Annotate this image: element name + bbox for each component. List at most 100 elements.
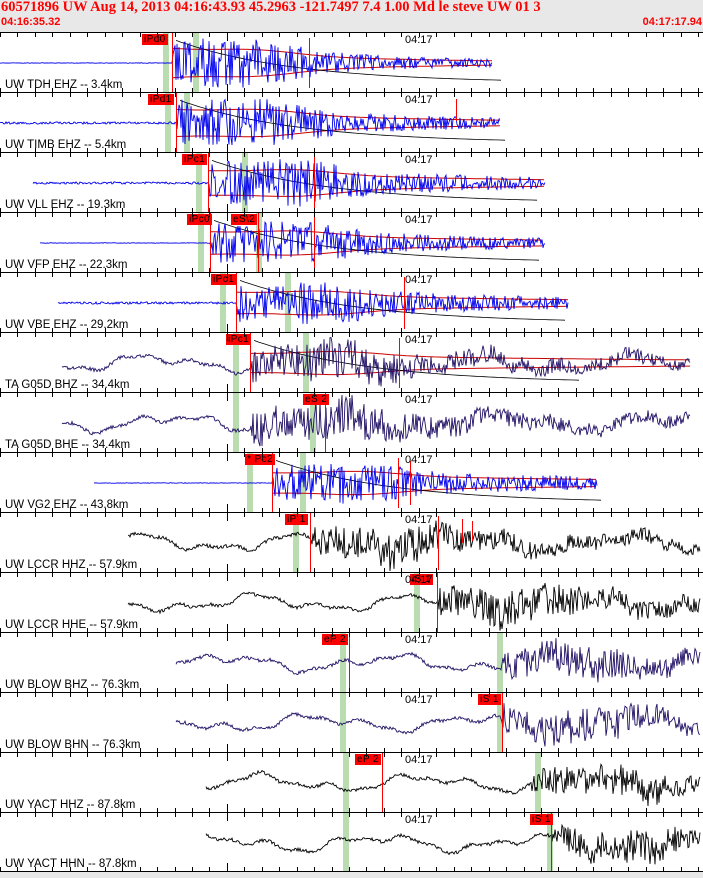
- pick-label[interactable]: iPd1: [148, 94, 174, 105]
- axis-time-label: 04:17: [405, 634, 433, 646]
- pick-marker-line[interactable]: [382, 753, 384, 812]
- pick-marker-line[interactable]: [349, 633, 351, 692]
- trace-panel[interactable]: * Pc2 04:17 UW VG2 EHZ -- 43.8km: [0, 452, 703, 512]
- amplitude-measure-marker[interactable]: [309, 38, 311, 88]
- trace-panel[interactable]: eS 2 04:17 TA G05D BHE -- 34.4km: [0, 392, 703, 452]
- axis-tick-minor: [262, 33, 263, 37]
- axis-tick-minor: [0, 453, 1, 457]
- waveform-plot: [61, 394, 691, 447]
- axis-tick-minor: [314, 93, 315, 97]
- pick-marker-line[interactable]: [437, 573, 439, 632]
- trace-panel[interactable]: iPd1 04:17 UW TIMB EHZ -- 5.4km: [0, 92, 703, 152]
- axis-tick-minor: [0, 393, 1, 397]
- axis-tick-minor: [541, 448, 542, 452]
- trace-panel[interactable]: iP 1 04:17 UW LCCR HHZ -- 57.9km: [0, 512, 703, 572]
- axis-tick-minor: [297, 273, 298, 277]
- axis-time-label: 04:17: [405, 214, 433, 226]
- pick-label[interactable]: iPc0: [187, 214, 213, 225]
- pick-marker-line[interactable]: [325, 393, 327, 452]
- time-axis-bot: [0, 624, 703, 632]
- axis-tick-minor: [140, 93, 141, 97]
- axis-tick-minor: [628, 93, 629, 97]
- pick-marker-line[interactable]: [236, 273, 238, 332]
- amplitude-measure-marker[interactable]: [456, 99, 458, 121]
- axis-tick-minor: [593, 388, 594, 392]
- axis-tick-major: [227, 813, 228, 821]
- axis-tick-major: [227, 333, 228, 341]
- axis-tick-minor: [87, 748, 88, 752]
- amplitude-measure-marker[interactable]: [410, 461, 412, 505]
- axis-tick-minor: [419, 628, 420, 632]
- pick-marker-line[interactable]: [250, 333, 252, 392]
- pick-label[interactable]: * Pc2: [245, 454, 275, 465]
- axis-tick-minor: [297, 208, 298, 212]
- pick-marker-line[interactable]: [210, 213, 212, 272]
- axis-tick-minor: [35, 213, 36, 217]
- trace-panel[interactable]: iS 1 04:17 UW YACT HHN -- 87.8km: [0, 812, 703, 872]
- amplitude-measure-marker[interactable]: [472, 521, 474, 541]
- pick-label[interactable]: iPc1: [182, 154, 208, 165]
- trace-panel[interactable]: eP 2 04:17 UW YACT HHZ -- 87.8km: [0, 752, 703, 812]
- axis-tick-minor: [209, 753, 210, 757]
- pick-marker-line[interactable]: [176, 93, 178, 152]
- amplitude-measure-marker[interactable]: [314, 217, 316, 269]
- axis-tick-minor: [297, 508, 298, 512]
- axis-tick-minor: [419, 508, 420, 512]
- axis-tick-minor: [384, 753, 385, 757]
- pick-label[interactable]: iS 1: [410, 574, 433, 585]
- axis-tick-minor: [105, 867, 106, 871]
- axis-tick-minor: [436, 573, 437, 577]
- trace-panel[interactable]: iS 1 04:17 UW LCCR HHE -- 57.9km: [0, 572, 703, 632]
- axis-tick-minor: [524, 393, 525, 397]
- pick-label[interactable]: iS 1: [530, 814, 553, 825]
- trace-panel[interactable]: iS 1 04:17 UW BLOW BHN -- 76.3km: [0, 692, 703, 752]
- axis-tick-minor: [471, 688, 472, 692]
- time-axis-top: [0, 333, 703, 341]
- pick-label[interactable]: eP 2: [322, 634, 348, 645]
- pick-label[interactable]: iP 1: [285, 514, 308, 525]
- trace-panel[interactable]: iPc0 eS\2 04:17 UW VFP EHZ -- 22.3km: [0, 212, 703, 272]
- trace-panel[interactable]: iPc1 04:17 UW VLL EHZ -- 19.3km: [0, 152, 703, 212]
- trace-panel[interactable]: eP 2 04:17 UW BLOW BHZ -- 76.3km: [0, 632, 703, 692]
- pick-marker-line[interactable]: [208, 153, 210, 212]
- trace-panel[interactable]: iPd0 04:17 UW TDH EHZ -- 3.4km: [0, 32, 703, 92]
- pick-label[interactable]: eP 2: [355, 754, 381, 765]
- axis-tick-minor: [471, 633, 472, 637]
- pick-marker-line[interactable]: [502, 693, 504, 752]
- amplitude-measure-marker[interactable]: [398, 458, 400, 508]
- axis-tick-minor: [279, 688, 280, 692]
- waveform-plot: [127, 583, 701, 631]
- pick-label[interactable]: iPd0: [142, 34, 168, 45]
- axis-tick-minor: [628, 328, 629, 332]
- pick-marker-line[interactable]: [310, 513, 312, 572]
- amplitude-measure-marker[interactable]: [314, 156, 316, 210]
- axis-tick-minor: [681, 268, 682, 272]
- pick-label[interactable]: iPc1: [226, 334, 252, 345]
- axis-tick-minor: [611, 393, 612, 397]
- pick-marker-line[interactable]: [272, 453, 274, 512]
- amplitude-measure-marker[interactable]: [399, 338, 401, 388]
- axis-tick-minor: [628, 633, 629, 637]
- axis-tick-minor: [70, 867, 71, 871]
- pick-label[interactable]: eS 2: [303, 394, 330, 405]
- amplitude-measure-marker[interactable]: [462, 519, 464, 543]
- pick-marker-line[interactable]: [258, 213, 260, 272]
- axis-tick-minor: [646, 153, 647, 157]
- trace-panel[interactable]: iPc1 04:17 TA G05D BHZ -- 34.4km: [0, 332, 703, 392]
- axis-tick-minor: [454, 393, 455, 397]
- axis-tick-minor: [209, 208, 210, 212]
- axis-tick-minor: [628, 448, 629, 452]
- axis-tick-minor: [297, 148, 298, 152]
- axis-tick-minor: [175, 748, 176, 752]
- trace-panel[interactable]: iPc1 04:17 UW VBE EHZ -- 29.2km: [0, 272, 703, 332]
- axis-tick-minor: [52, 628, 53, 632]
- axis-tick-minor: [87, 453, 88, 457]
- amplitude-measure-marker[interactable]: [404, 277, 406, 329]
- pick-marker-line[interactable]: [172, 33, 174, 92]
- axis-tick-minor: [698, 153, 699, 157]
- pick-label[interactable]: eS\2: [231, 214, 258, 225]
- amplitude-measure-marker[interactable]: [438, 516, 440, 570]
- pick-label[interactable]: iPc1: [211, 274, 237, 285]
- pick-marker-line[interactable]: [551, 813, 553, 871]
- pick-label[interactable]: iS 1: [478, 694, 501, 705]
